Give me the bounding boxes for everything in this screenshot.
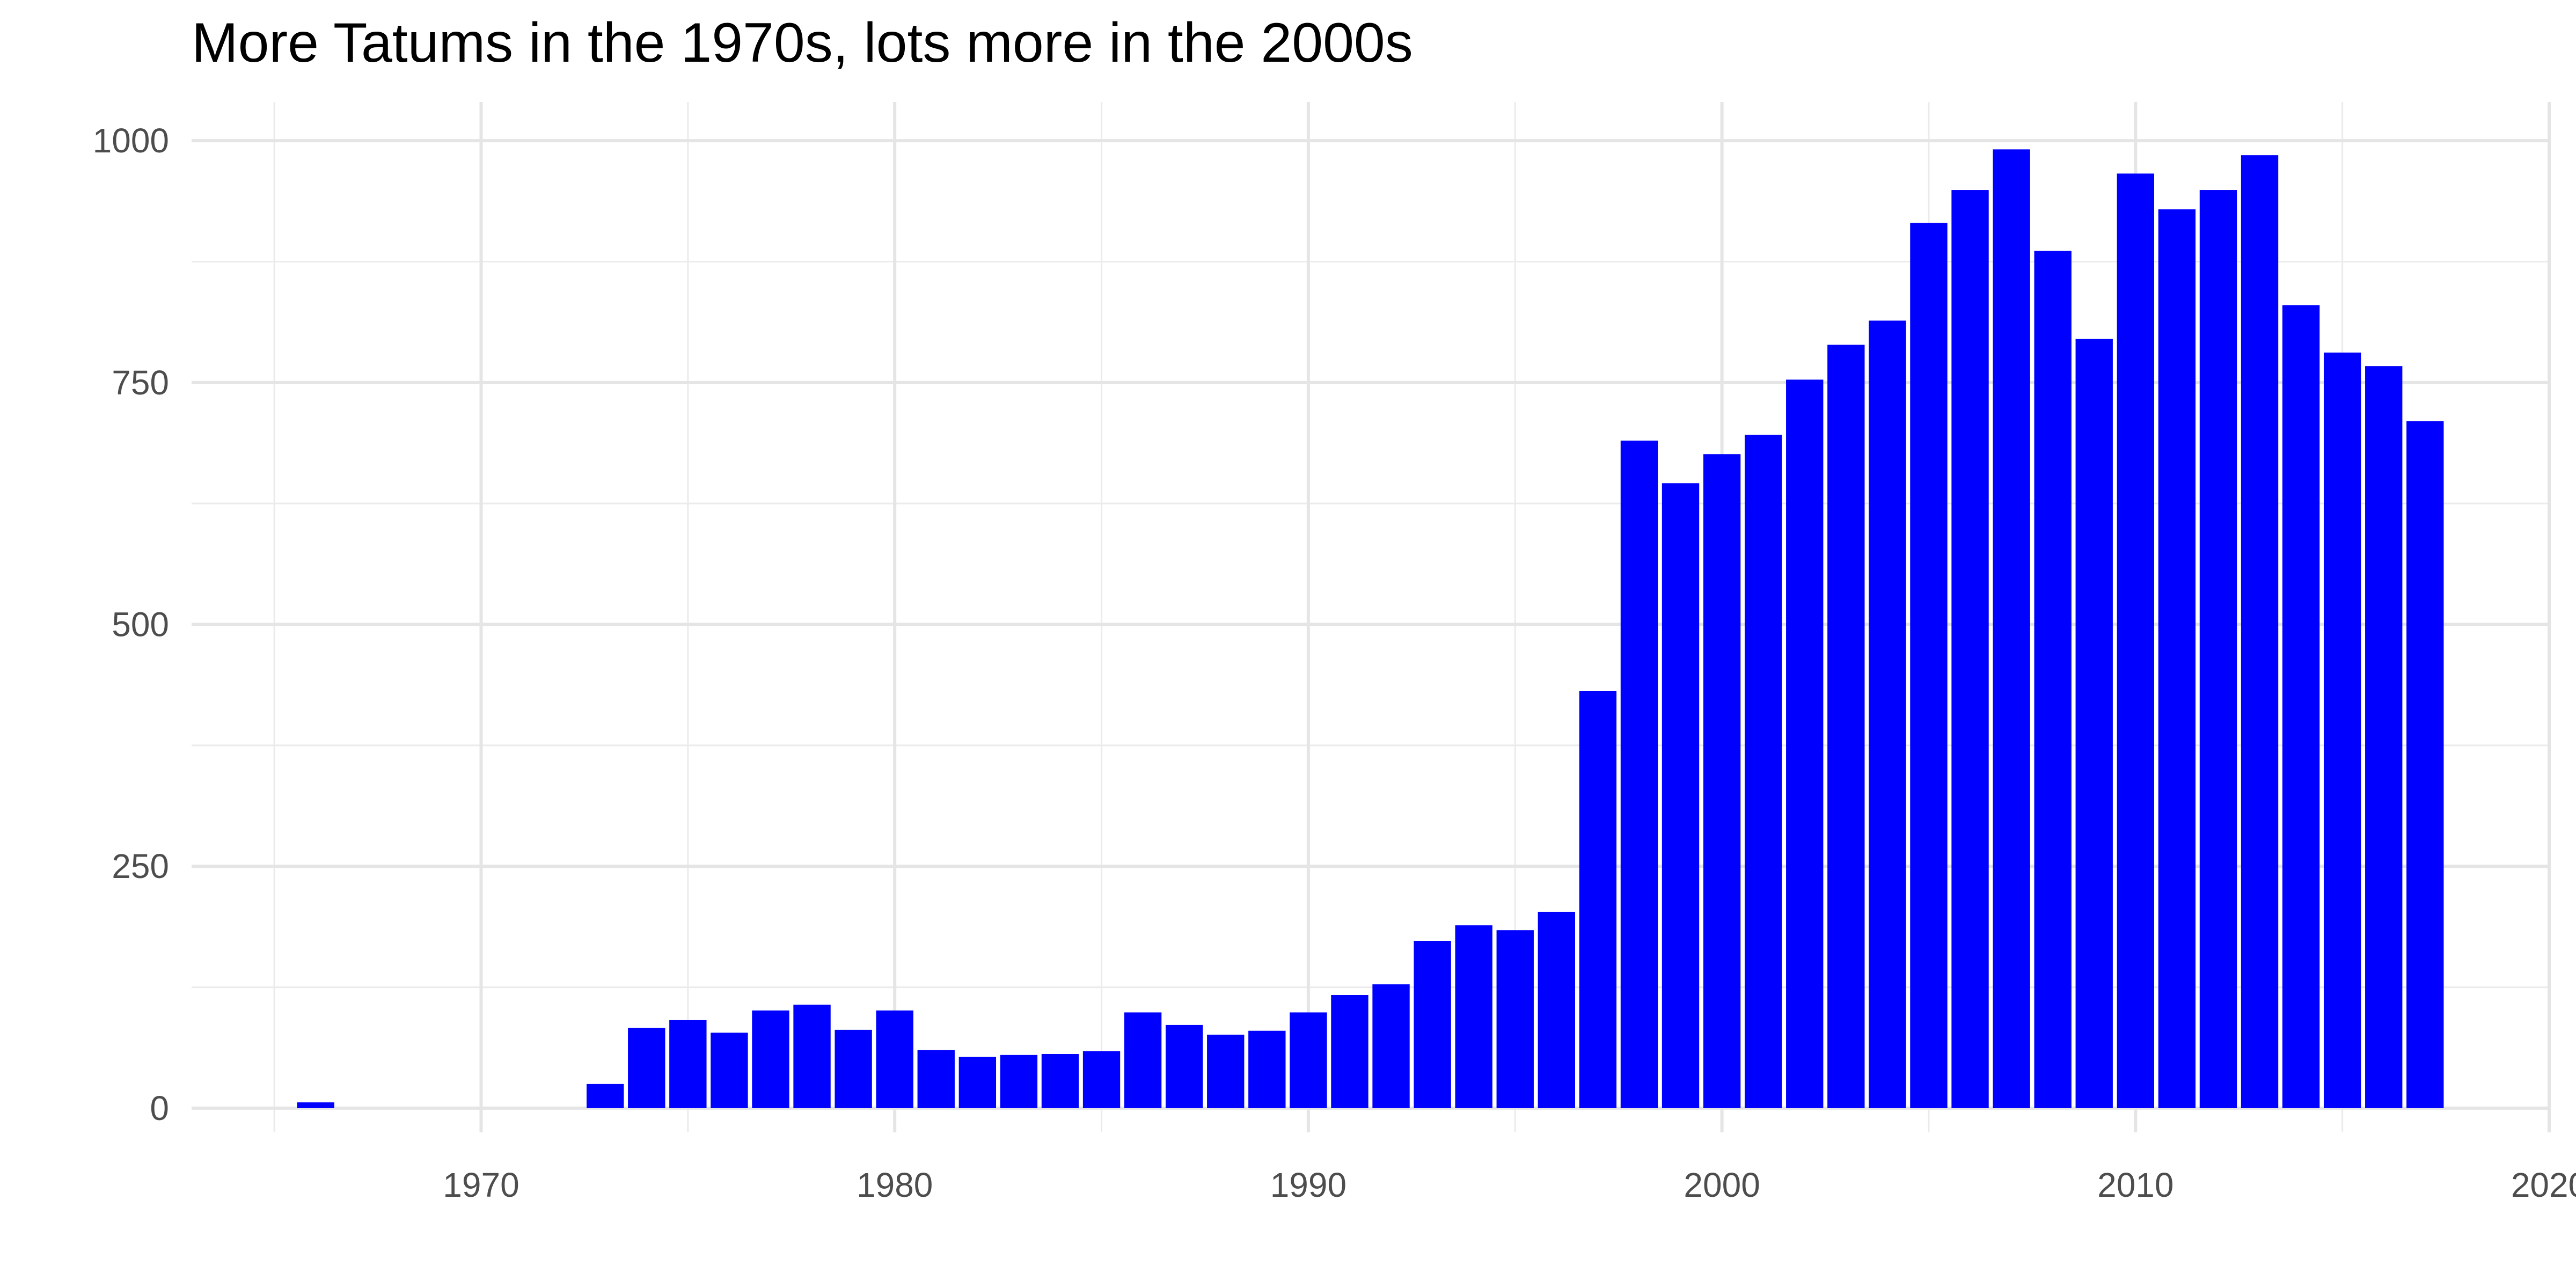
bar: [1124, 1012, 1162, 1108]
bar: [2365, 366, 2403, 1108]
bar: [1496, 930, 1534, 1108]
bar: [2241, 155, 2279, 1108]
bar: [1620, 440, 1658, 1108]
bar: [297, 1102, 334, 1108]
y-tick-label: 250: [112, 847, 169, 885]
bar: [1744, 435, 1782, 1108]
bar: [1082, 1051, 1121, 1108]
bar: [1910, 223, 1948, 1108]
bar: [1993, 149, 2030, 1108]
bar: [1869, 320, 1906, 1108]
bar: [752, 1010, 789, 1108]
x-tick-label: 2010: [2097, 1166, 2174, 1204]
bar: [711, 1033, 748, 1108]
x-tick-label: 2020: [2511, 1166, 2576, 1204]
chart-title: More Tatums in the 1970s, lots more in t…: [192, 12, 1413, 74]
bar: [2158, 209, 2196, 1108]
bar: [1000, 1055, 1038, 1108]
x-tick-label: 1970: [443, 1166, 519, 1204]
bar: [587, 1084, 624, 1108]
bar: [1786, 379, 1824, 1108]
bar: [835, 1029, 872, 1108]
y-tick-label: 750: [112, 363, 169, 402]
bar: [669, 1020, 707, 1108]
bar: [628, 1028, 665, 1108]
bar: [793, 1005, 831, 1108]
y-axis-tick-labels: 0 250 500 750 1000: [93, 121, 169, 1128]
bar: [1951, 190, 1989, 1108]
bar: [876, 1010, 913, 1108]
bar: [1166, 1024, 1203, 1108]
bar: [2282, 305, 2320, 1108]
bar: [1372, 984, 1410, 1108]
bar: [1041, 1053, 1079, 1108]
bar: [2199, 190, 2237, 1108]
bar: [2075, 339, 2113, 1108]
x-tick-label: 1990: [1270, 1166, 1346, 1204]
y-tick-label: 1000: [93, 121, 169, 160]
bar: [1703, 454, 1741, 1108]
bar: [2034, 251, 2072, 1108]
bar: [1538, 911, 1575, 1108]
bar: [1331, 995, 1368, 1108]
bar: [2117, 173, 2154, 1108]
y-tick-label: 500: [112, 605, 169, 644]
x-tick-label: 2000: [1684, 1166, 1760, 1204]
bar: [917, 1050, 955, 1108]
bar: [1248, 1030, 1286, 1108]
grid-lines: [192, 102, 2551, 1132]
bar: [1455, 925, 1492, 1108]
bar: [958, 1057, 997, 1108]
bar: [1290, 1012, 1327, 1108]
bar: [1207, 1034, 1245, 1108]
bar: [1827, 345, 1865, 1108]
bar: [1662, 483, 1700, 1108]
bar: [2406, 421, 2444, 1108]
y-tick-label: 0: [150, 1089, 169, 1128]
bars: [297, 149, 2444, 1108]
x-tick-label: 1980: [857, 1166, 933, 1204]
bar: [1579, 691, 1617, 1108]
bar: [1414, 941, 1451, 1108]
x-axis-tick-labels: 1970 1980 1990 2000 2010 2020: [443, 1166, 2576, 1204]
bar: [2323, 352, 2361, 1108]
